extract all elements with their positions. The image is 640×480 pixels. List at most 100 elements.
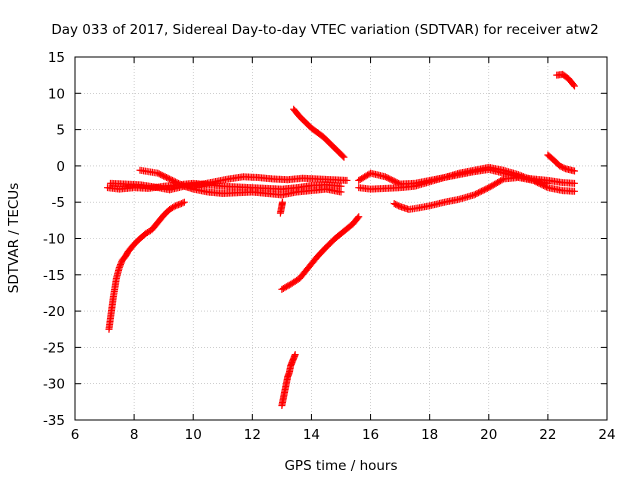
series-arc-rise-afternoon xyxy=(278,213,363,293)
data-point xyxy=(343,176,351,184)
data-point xyxy=(340,153,348,161)
x-tick-label: 16 xyxy=(362,427,379,443)
data-point xyxy=(556,162,564,170)
x-tick-label: 10 xyxy=(185,427,202,443)
series-band-f xyxy=(390,174,552,213)
data-point xyxy=(337,188,345,196)
data-point xyxy=(177,181,185,189)
data-point xyxy=(476,188,484,196)
data-point xyxy=(477,187,485,195)
data-point xyxy=(570,82,578,90)
x-tick-label: 12 xyxy=(244,427,261,443)
data-point xyxy=(387,176,395,184)
y-tick-label: -25 xyxy=(43,340,65,356)
data-point xyxy=(169,176,177,184)
y-tick-label: -35 xyxy=(43,413,65,429)
y-tick-label: 10 xyxy=(48,86,65,102)
y-tick-label: -5 xyxy=(52,195,65,211)
data-point xyxy=(173,179,181,187)
data-point xyxy=(177,200,185,208)
data-point xyxy=(483,184,491,192)
data-point xyxy=(176,180,184,188)
y-tick-label: 5 xyxy=(56,123,65,139)
y-tick-label: -20 xyxy=(43,304,65,320)
x-tick-label: 6 xyxy=(71,427,80,443)
data-point xyxy=(161,173,169,181)
x-tick-label: 20 xyxy=(480,427,497,443)
data-point xyxy=(480,186,488,194)
data-point xyxy=(393,179,401,187)
data-point xyxy=(167,176,175,184)
y-tick-label: -15 xyxy=(43,268,65,284)
data-point xyxy=(393,201,401,209)
data-point xyxy=(479,187,487,195)
data-point xyxy=(166,175,174,183)
data-point xyxy=(291,351,299,359)
data-marks xyxy=(104,70,578,409)
x-tick-label: 14 xyxy=(303,427,320,443)
data-point xyxy=(557,163,565,171)
series-blip-1300 xyxy=(276,198,286,217)
data-point xyxy=(389,176,397,184)
data-point xyxy=(395,202,403,210)
data-point xyxy=(179,182,187,190)
data-point xyxy=(474,189,482,197)
data-point xyxy=(278,198,286,206)
y-tick-label: 0 xyxy=(56,159,65,175)
grid xyxy=(75,57,607,420)
data-point xyxy=(570,187,578,195)
tick-labels: 6 8 10 12 14 16 18 20 22 24 15 10 5 0 -5 -10 -15 -20 -25 -3… xyxy=(43,50,616,443)
data-point xyxy=(282,283,290,291)
data-point xyxy=(383,174,391,182)
data-point xyxy=(470,191,478,199)
series-arc-fall-afternoon xyxy=(290,105,348,161)
y-tick-label: -30 xyxy=(43,377,65,393)
x-axis-label: GPS time / hours xyxy=(284,458,397,474)
data-point xyxy=(390,200,398,208)
data-point xyxy=(392,178,400,186)
axis-ticks xyxy=(74,56,608,421)
data-point xyxy=(180,198,188,206)
series-arc-late-2 xyxy=(553,70,578,90)
series-arc-peak-1340 xyxy=(278,351,299,409)
data-point xyxy=(384,174,392,182)
chart-title: Day 033 of 2017, Sidereal Day-to-day VTE… xyxy=(51,22,598,38)
y-tick-label: -10 xyxy=(43,232,65,248)
data-point xyxy=(174,179,182,187)
data-point xyxy=(544,179,552,187)
data-point xyxy=(170,177,178,185)
data-point xyxy=(278,285,286,293)
data-point xyxy=(570,167,578,175)
data-point xyxy=(164,174,172,182)
data-point xyxy=(560,164,568,172)
data-point xyxy=(284,282,292,290)
data-point xyxy=(386,175,394,183)
data-point xyxy=(170,203,178,211)
data-point xyxy=(154,169,162,177)
data-point xyxy=(157,171,165,179)
data-point xyxy=(155,170,163,178)
x-tick-label: 18 xyxy=(421,427,438,443)
data-point xyxy=(163,174,171,182)
data-point xyxy=(179,199,187,207)
x-tick-label: 22 xyxy=(539,427,556,443)
data-point xyxy=(570,179,578,187)
x-tick-label: 8 xyxy=(130,427,139,443)
y-tick-label: 15 xyxy=(48,50,65,66)
data-point xyxy=(482,185,490,193)
series-arc-late-1 xyxy=(544,151,578,175)
data-point xyxy=(171,178,179,186)
data-point xyxy=(392,200,400,208)
series-arc-rise-morning xyxy=(105,198,188,333)
data-point xyxy=(281,284,289,292)
data-point xyxy=(471,190,479,198)
data-point xyxy=(279,284,287,292)
plot-frame xyxy=(74,56,608,421)
data-point xyxy=(390,177,398,185)
data-point xyxy=(355,213,363,221)
data-point xyxy=(160,172,168,180)
data-point xyxy=(473,189,481,197)
data-point xyxy=(158,171,166,179)
series-band-c xyxy=(136,166,345,199)
